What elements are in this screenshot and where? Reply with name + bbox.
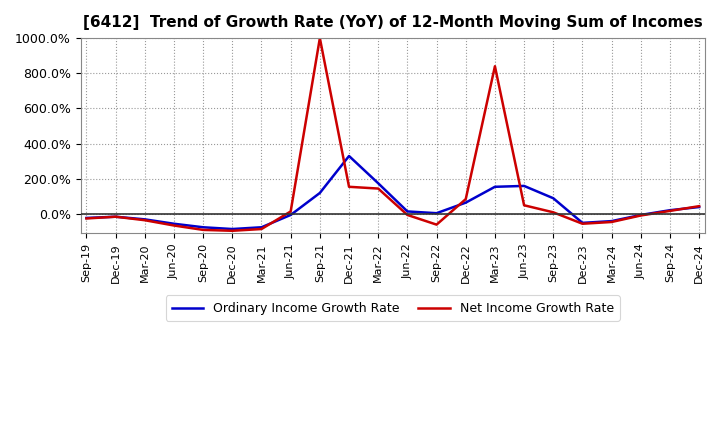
Net Income Growth Rate <box>462 197 470 202</box>
Ordinary Income Growth Rate <box>228 227 237 232</box>
Ordinary Income Growth Rate <box>112 214 120 220</box>
Net Income Growth Rate <box>374 186 382 191</box>
Ordinary Income Growth Rate <box>520 183 528 189</box>
Title: [6412]  Trend of Growth Rate (YoY) of 12-Month Moving Sum of Incomes: [6412] Trend of Growth Rate (YoY) of 12-… <box>83 15 703 30</box>
Net Income Growth Rate <box>636 213 645 218</box>
Ordinary Income Growth Rate <box>287 213 295 218</box>
Ordinary Income Growth Rate <box>315 191 324 196</box>
Net Income Growth Rate <box>490 64 499 69</box>
Net Income Growth Rate <box>549 210 557 215</box>
Ordinary Income Growth Rate <box>374 181 382 186</box>
Line: Net Income Growth Rate: Net Income Growth Rate <box>86 38 699 231</box>
Net Income Growth Rate <box>199 227 207 233</box>
Ordinary Income Growth Rate <box>403 209 412 214</box>
Ordinary Income Growth Rate <box>666 208 675 213</box>
Ordinary Income Growth Rate <box>140 217 149 222</box>
Net Income Growth Rate <box>257 227 266 232</box>
Net Income Growth Rate <box>666 208 675 213</box>
Net Income Growth Rate <box>432 222 441 227</box>
Ordinary Income Growth Rate <box>199 225 207 230</box>
Ordinary Income Growth Rate <box>578 220 587 226</box>
Ordinary Income Growth Rate <box>607 219 616 224</box>
Ordinary Income Growth Rate <box>82 215 91 220</box>
Net Income Growth Rate <box>578 221 587 227</box>
Net Income Growth Rate <box>112 214 120 220</box>
Ordinary Income Growth Rate <box>695 205 703 210</box>
Ordinary Income Growth Rate <box>170 221 179 227</box>
Net Income Growth Rate <box>140 218 149 223</box>
Net Income Growth Rate <box>82 216 91 221</box>
Net Income Growth Rate <box>520 203 528 208</box>
Legend: Ordinary Income Growth Rate, Net Income Growth Rate: Ordinary Income Growth Rate, Net Income … <box>166 295 620 321</box>
Net Income Growth Rate <box>287 209 295 214</box>
Net Income Growth Rate <box>170 223 179 228</box>
Net Income Growth Rate <box>228 228 237 234</box>
Ordinary Income Growth Rate <box>345 154 354 159</box>
Ordinary Income Growth Rate <box>432 211 441 216</box>
Net Income Growth Rate <box>695 204 703 209</box>
Net Income Growth Rate <box>345 184 354 190</box>
Net Income Growth Rate <box>403 213 412 218</box>
Ordinary Income Growth Rate <box>549 196 557 201</box>
Line: Ordinary Income Growth Rate: Ordinary Income Growth Rate <box>86 156 699 229</box>
Ordinary Income Growth Rate <box>636 213 645 218</box>
Ordinary Income Growth Rate <box>462 200 470 205</box>
Net Income Growth Rate <box>607 220 616 225</box>
Ordinary Income Growth Rate <box>490 184 499 190</box>
Ordinary Income Growth Rate <box>257 225 266 230</box>
Net Income Growth Rate <box>315 36 324 41</box>
